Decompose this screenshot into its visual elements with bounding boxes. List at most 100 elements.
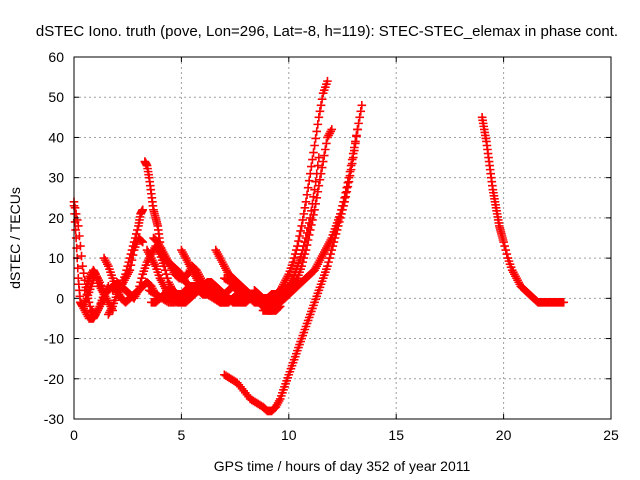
data-series xyxy=(76,294,109,323)
data-point xyxy=(305,225,315,235)
data-point xyxy=(313,187,323,197)
data-point xyxy=(317,163,327,172)
data-point xyxy=(314,181,324,191)
data-point xyxy=(300,249,310,259)
y-tick-label: -30 xyxy=(44,411,64,427)
data-point xyxy=(296,226,305,236)
x-tick-label: 5 xyxy=(178,427,186,443)
data-point xyxy=(348,153,358,162)
data-point xyxy=(323,76,332,86)
data-point xyxy=(337,209,346,219)
data-point xyxy=(163,273,172,283)
data-point xyxy=(162,269,171,279)
x-tick-label: 15 xyxy=(388,427,404,443)
data-point xyxy=(293,241,302,251)
data-point xyxy=(305,169,315,178)
data-point xyxy=(292,245,301,255)
x-tick-label: 0 xyxy=(70,427,78,443)
data-point xyxy=(298,257,308,267)
x-axis-ticks: 0 5 10 15 20 25 xyxy=(70,57,619,443)
data-point xyxy=(325,253,334,263)
data-point xyxy=(135,281,144,291)
data-point xyxy=(355,113,364,122)
data-point xyxy=(499,237,508,247)
data-point xyxy=(138,237,148,247)
data-point xyxy=(329,237,339,247)
data-point xyxy=(300,203,310,213)
data-point xyxy=(334,217,344,227)
y-tick-label: -10 xyxy=(44,331,64,347)
data-point xyxy=(318,157,328,166)
data-point xyxy=(339,201,348,211)
data-point xyxy=(122,265,131,275)
y-tick-label: 50 xyxy=(48,89,64,105)
x-tick-label: 25 xyxy=(603,427,619,443)
data-point xyxy=(301,245,311,255)
data-point xyxy=(137,236,146,246)
data-point xyxy=(340,197,349,207)
data-series xyxy=(220,125,362,416)
data-point xyxy=(307,220,316,230)
data-point xyxy=(321,145,330,154)
data-point xyxy=(327,245,337,255)
data-marks xyxy=(69,76,569,416)
data-point xyxy=(123,261,132,271)
data-point xyxy=(124,257,134,267)
data-point xyxy=(311,199,320,209)
y-tick-label: 10 xyxy=(48,250,64,266)
data-point xyxy=(297,221,306,231)
data-point xyxy=(322,139,331,148)
y-tick-label: 30 xyxy=(48,170,64,186)
data-point xyxy=(85,302,95,311)
y-tick-label: 60 xyxy=(48,49,64,65)
x-tick-label: 10 xyxy=(281,427,297,443)
data-point xyxy=(559,298,569,307)
data-point xyxy=(347,159,357,168)
data-point xyxy=(324,257,333,267)
data-point xyxy=(130,233,140,243)
data-point xyxy=(290,249,300,259)
data-point xyxy=(331,229,341,239)
data-series xyxy=(477,113,569,307)
data-point xyxy=(350,146,359,155)
data-point xyxy=(299,253,309,263)
data-point xyxy=(302,240,312,250)
x-tick-label: 20 xyxy=(496,427,512,443)
data-series xyxy=(280,100,367,303)
data-point xyxy=(301,197,311,207)
data-point xyxy=(317,94,327,104)
x-axis-label: GPS time / hours of day 352 of year 2011 xyxy=(214,458,471,474)
data-point xyxy=(316,169,326,178)
data-point xyxy=(78,261,87,271)
data-point xyxy=(126,249,136,259)
data-point xyxy=(295,231,304,241)
data-point xyxy=(333,221,343,231)
plot-frame xyxy=(73,56,612,420)
data-point xyxy=(332,225,342,235)
data-point xyxy=(302,190,312,200)
data-point xyxy=(310,205,319,215)
data-point xyxy=(129,237,139,247)
data-point xyxy=(351,139,360,148)
data-point xyxy=(121,269,130,279)
chart-title: dSTEC Iono. truth (pove, Lon=296, Lat=-8… xyxy=(36,23,618,40)
data-point xyxy=(315,107,325,116)
data-point xyxy=(327,125,337,134)
data-point xyxy=(328,241,338,251)
data-point xyxy=(343,182,353,192)
data-point xyxy=(356,107,366,116)
data-point xyxy=(289,253,299,263)
data-point xyxy=(314,153,324,162)
data-point xyxy=(137,273,146,283)
data-point xyxy=(500,241,509,251)
data-point xyxy=(314,113,324,122)
data-point xyxy=(288,257,298,267)
data-point xyxy=(319,151,329,160)
data-point xyxy=(312,127,322,136)
y-tick-label: 0 xyxy=(56,290,64,306)
data-point xyxy=(304,230,314,240)
data-point xyxy=(338,205,347,215)
data-point xyxy=(297,261,306,271)
